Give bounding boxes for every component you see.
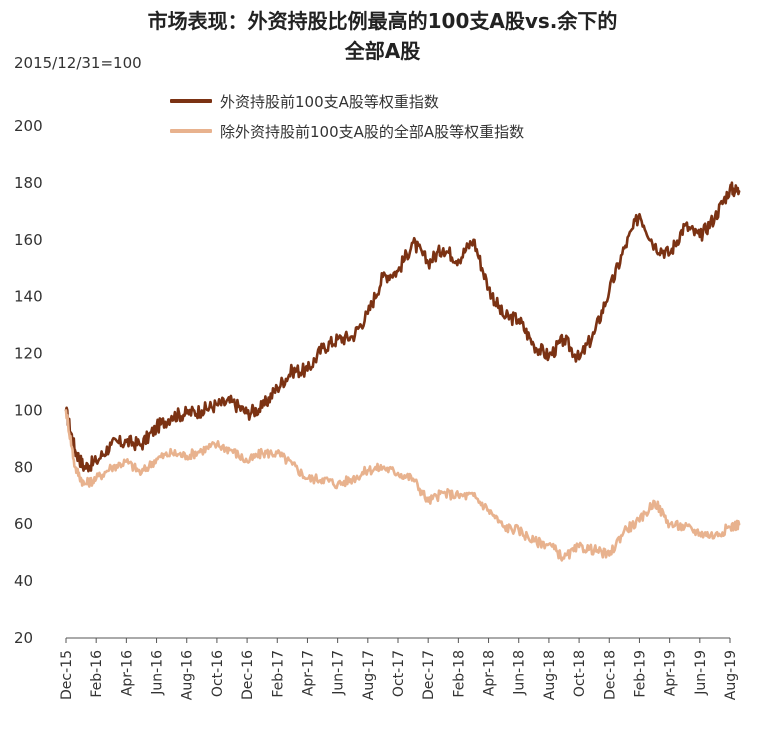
legend-item-series-2: 除外资持股前100支A股的全部A股等权重指数 (170, 116, 524, 146)
y-tick-label-100: 100 (14, 401, 43, 419)
y-tick-label-140: 140 (14, 288, 43, 306)
x-tick-label-22: Aug-19 (723, 650, 739, 700)
x-tick-label-0: Dec-15 (59, 650, 75, 700)
legend-label-series-2: 除外资持股前100支A股的全部A股等权重指数 (220, 122, 525, 141)
y-tick-label-40: 40 (14, 572, 33, 590)
legend-label-series-1: 外资持股前100支A股等权重指数 (220, 92, 439, 111)
x-tick-label-10: Aug-17 (361, 650, 377, 700)
y-tick-label-120: 120 (14, 345, 43, 363)
x-tick-label-4: Aug-16 (180, 650, 196, 700)
x-tick-label-1: Feb-16 (89, 650, 105, 698)
x-tick-label-13: Feb-18 (451, 650, 467, 698)
x-tick-label-21: Jun-19 (693, 650, 709, 696)
x-tick-label-8: Apr-17 (300, 650, 316, 696)
legend-swatch-series-1 (170, 99, 212, 103)
legend-swatch-series-2 (170, 129, 212, 133)
chart-subtitle: 2015/12/31=100 (14, 54, 142, 72)
y-tick-label-180: 180 (14, 174, 43, 192)
chart-legend: 外资持股前100支A股等权重指数 除外资持股前100支A股的全部A股等权重指数 (170, 86, 524, 146)
x-tick-label-18: Dec-18 (602, 650, 618, 700)
y-tick-label-60: 60 (14, 515, 33, 533)
chart-title: 市场表现：外资持股比例最高的100支A股vs.余下的 全部A股 (0, 6, 765, 66)
chart-title-line1: 市场表现：外资持股比例最高的100支A股vs.余下的 (147, 9, 618, 33)
x-tick-label-15: Jun-18 (512, 650, 528, 696)
x-tick-label-9: Jun-17 (331, 650, 347, 696)
x-tick-label-7: Feb-17 (270, 650, 286, 698)
series-line-2 (64, 409, 741, 562)
x-tick-label-12: Dec-17 (421, 650, 437, 700)
y-tick-label-200: 200 (14, 117, 43, 135)
x-tick-label-16: Aug-18 (542, 650, 558, 700)
x-tick-label-17: Oct-18 (572, 650, 588, 697)
x-tick-label-3: Jun-16 (150, 650, 166, 696)
chart-title-line2: 全部A股 (344, 39, 421, 63)
x-tick-label-14: Apr-18 (482, 650, 498, 696)
x-tick-label-2: Apr-16 (119, 650, 135, 696)
x-tick-label-19: Feb-19 (632, 650, 648, 698)
x-tick-label-20: Apr-19 (663, 650, 679, 696)
legend-item-series-1: 外资持股前100支A股等权重指数 (170, 86, 524, 116)
series-line-1 (64, 181, 741, 473)
x-tick-label-11: Oct-17 (391, 650, 407, 697)
x-tick-label-6: Dec-16 (240, 650, 256, 700)
y-tick-label-20: 20 (14, 629, 33, 647)
x-tick-label-5: Oct-16 (210, 650, 226, 697)
y-tick-label-160: 160 (14, 231, 43, 249)
y-tick-label-80: 80 (14, 458, 33, 476)
